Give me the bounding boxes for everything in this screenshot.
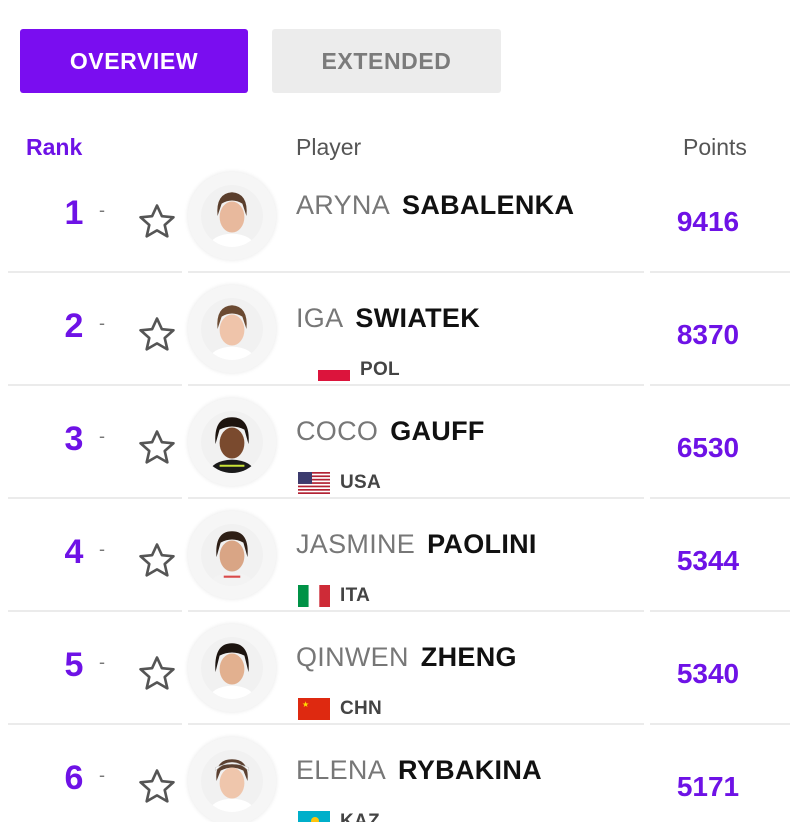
table-row[interactable]: 2 - IGA SWIATEK POL 83 bbox=[0, 273, 800, 386]
row-divider bbox=[650, 271, 790, 273]
rank-change: - bbox=[99, 313, 105, 333]
row-divider bbox=[8, 610, 182, 612]
avatar[interactable] bbox=[188, 285, 276, 373]
player-name[interactable]: QINWEN ZHENG bbox=[296, 642, 517, 673]
player-points: 5344 bbox=[676, 545, 740, 576]
player-country: USA bbox=[298, 470, 381, 496]
table-row[interactable]: 1 - ARYNA SABALENKA 9416 bbox=[0, 160, 800, 273]
player-first-name: ELENA bbox=[296, 755, 387, 785]
tab-extended[interactable]: EXTENDED bbox=[272, 29, 501, 93]
column-header-points: Points bbox=[683, 134, 747, 160]
player-first-name: ARYNA bbox=[296, 190, 391, 220]
star-outline-icon[interactable] bbox=[136, 653, 178, 695]
row-divider bbox=[8, 384, 182, 386]
player-first-name: IGA bbox=[296, 303, 344, 333]
row-divider bbox=[8, 271, 182, 273]
player-points: 9416 bbox=[676, 206, 740, 237]
rank-number: 3 bbox=[64, 420, 84, 458]
rank-number: 6 bbox=[64, 759, 84, 797]
rank-change: - bbox=[99, 539, 105, 559]
column-header-player: Player bbox=[296, 134, 362, 160]
star-outline-icon[interactable] bbox=[136, 540, 178, 582]
star-outline-icon[interactable] bbox=[136, 314, 178, 356]
italy-flag bbox=[298, 585, 330, 607]
player-country: ★ CHN bbox=[298, 696, 382, 722]
table-row[interactable]: 4 - JASMINE PAOLINI bbox=[0, 499, 800, 612]
row-divider bbox=[8, 497, 182, 499]
china-flag: ★ bbox=[298, 698, 330, 720]
avatar[interactable] bbox=[188, 737, 276, 822]
player-points: 5340 bbox=[676, 658, 740, 689]
country-code: POL bbox=[360, 359, 400, 380]
player-country: POL bbox=[318, 357, 400, 383]
player-last-name: PAOLINI bbox=[427, 529, 537, 559]
rank-change: - bbox=[99, 765, 105, 785]
avatar[interactable] bbox=[188, 172, 276, 260]
player-last-name: RYBAKINA bbox=[398, 755, 542, 785]
row-divider bbox=[188, 271, 644, 273]
player-name[interactable]: IGA SWIATEK bbox=[296, 303, 480, 334]
ranking-tabs: OVERVIEW EXTENDED bbox=[0, 0, 800, 100]
player-photo bbox=[201, 185, 263, 247]
column-header-rank[interactable]: Rank bbox=[26, 134, 83, 160]
rank-change: - bbox=[99, 200, 105, 220]
star-outline-icon[interactable] bbox=[136, 427, 178, 469]
player-country: KAZ bbox=[298, 809, 380, 822]
player-photo bbox=[201, 750, 263, 812]
player-first-name: JASMINE bbox=[296, 529, 416, 559]
row-divider bbox=[188, 723, 644, 725]
row-divider bbox=[650, 497, 790, 499]
rank-change: - bbox=[99, 426, 105, 446]
row-divider bbox=[8, 723, 182, 725]
player-country: ITA bbox=[298, 583, 370, 609]
poland-flag bbox=[318, 359, 350, 381]
player-photo bbox=[201, 411, 263, 473]
player-photo bbox=[201, 524, 263, 586]
star-outline-icon[interactable] bbox=[136, 766, 178, 808]
star-outline-icon[interactable] bbox=[136, 201, 178, 243]
country-code: ITA bbox=[340, 585, 371, 606]
country-code: USA bbox=[340, 472, 382, 493]
player-last-name: ZHENG bbox=[420, 642, 517, 672]
player-name[interactable]: JASMINE PAOLINI bbox=[296, 529, 537, 560]
player-photo bbox=[201, 298, 263, 360]
row-divider bbox=[188, 497, 644, 499]
rank-number: 2 bbox=[64, 307, 84, 345]
player-points: 8370 bbox=[676, 319, 740, 350]
country-code: CHN bbox=[340, 698, 383, 719]
rank-change: - bbox=[99, 652, 105, 672]
player-first-name: COCO bbox=[296, 416, 379, 446]
table-row[interactable]: 3 - COCO GAUFF bbox=[0, 386, 800, 499]
player-last-name: GAUFF bbox=[390, 416, 485, 446]
svg-text:★: ★ bbox=[302, 700, 309, 709]
usa-flag bbox=[298, 472, 330, 494]
row-divider bbox=[650, 723, 790, 725]
country-code: KAZ bbox=[340, 811, 380, 822]
row-divider bbox=[188, 384, 644, 386]
player-first-name: QINWEN bbox=[296, 642, 409, 672]
rank-number: 4 bbox=[64, 533, 84, 571]
tab-overview[interactable]: OVERVIEW bbox=[20, 29, 248, 93]
player-name[interactable]: ARYNA SABALENKA bbox=[296, 190, 574, 221]
avatar[interactable] bbox=[188, 511, 276, 599]
player-name[interactable]: COCO GAUFF bbox=[296, 416, 485, 447]
avatar[interactable] bbox=[188, 398, 276, 486]
table-row[interactable]: 6 - ELENA RYBAKINA KAZ bbox=[0, 725, 800, 822]
rank-number: 5 bbox=[64, 646, 84, 684]
player-points: 5171 bbox=[676, 771, 740, 802]
player-last-name: SABALENKA bbox=[402, 190, 575, 220]
player-points: 6530 bbox=[676, 432, 740, 463]
kazakhstan-flag bbox=[298, 811, 330, 822]
rank-number: 1 bbox=[64, 194, 84, 232]
avatar[interactable] bbox=[188, 624, 276, 712]
row-divider bbox=[650, 384, 790, 386]
row-divider bbox=[650, 610, 790, 612]
player-photo bbox=[201, 637, 263, 699]
player-name[interactable]: ELENA RYBAKINA bbox=[296, 755, 542, 786]
player-last-name: SWIATEK bbox=[355, 303, 481, 333]
table-row[interactable]: 5 - QINWEN ZHENG ★ CHN bbox=[0, 612, 800, 725]
row-divider bbox=[188, 610, 644, 612]
